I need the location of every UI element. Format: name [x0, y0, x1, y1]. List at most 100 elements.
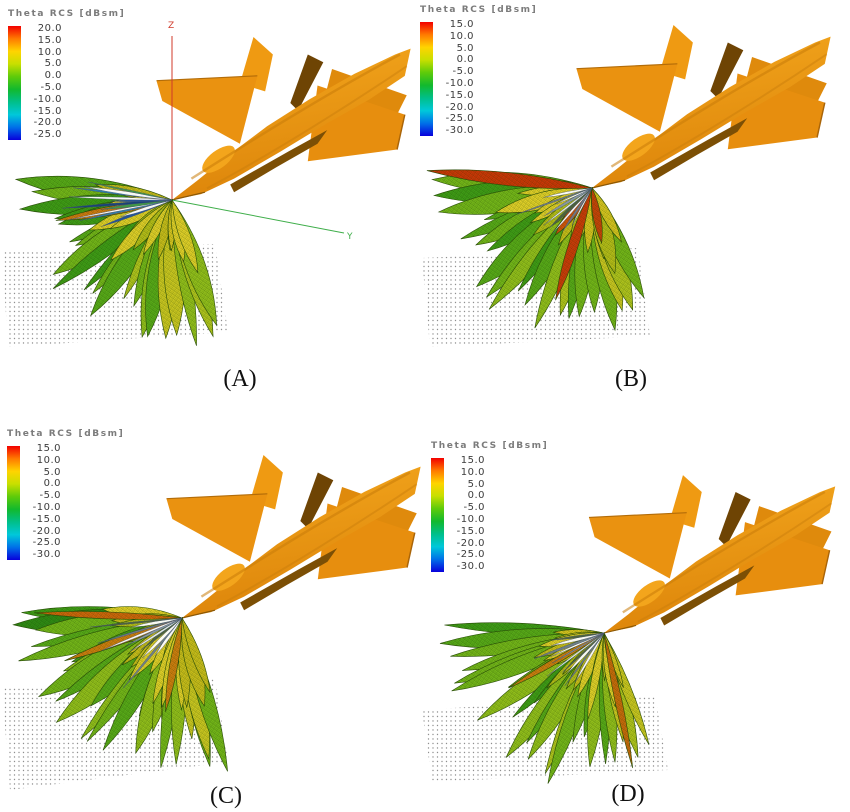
colorbar-title: Theta RCS [dBsm] [8, 9, 126, 19]
aircraft-d [587, 473, 837, 635]
colorbar-gradient [7, 446, 20, 560]
colorbar-tick: -25.0 [32, 537, 61, 549]
colorbar-tick: -10.0 [456, 513, 485, 525]
colorbar-tick: -5.0 [452, 66, 474, 78]
colorbar-tick: -25.0 [456, 549, 485, 561]
colorbar-tick: 0.0 [467, 490, 485, 502]
colorbar-tick: -20.0 [445, 101, 474, 113]
colorbar-tick: 10.0 [460, 466, 485, 478]
colorbar-tick: -10.0 [445, 77, 474, 89]
colorbar-gradient [431, 458, 444, 572]
rcs-ray [546, 632, 605, 677]
rcs-ray [516, 187, 593, 215]
rcs-lobe-mesh [555, 188, 592, 301]
colorbar-tick: -30.0 [456, 561, 485, 573]
colorbar-tick: 15.0 [37, 34, 62, 46]
rcs-ray [575, 632, 605, 683]
colorbar-tick: -20.0 [456, 537, 485, 549]
rcs-ray [562, 187, 593, 233]
panel-label-c: (C) [210, 783, 242, 809]
rcs-ray [562, 632, 605, 673]
panel-label-d: (D) [611, 781, 645, 807]
colorbar-tick: 5.0 [456, 42, 474, 54]
colorbar-tick: -25.0 [33, 129, 62, 141]
colorbar-tick: 15.0 [36, 443, 61, 454]
colorbar-tick: -15.0 [445, 89, 474, 101]
colorbar-tick: 5.0 [467, 478, 485, 490]
colorbar-tick: 0.0 [44, 70, 62, 82]
rcs-lobe-mesh [143, 200, 172, 255]
rcs-lobe-mesh [577, 633, 604, 697]
colorbar-ticks: 15.0 10.0 5.0 0.0 -5.0 -10.0 -15.0 -20.0 -25.0 -3… [25, 443, 61, 561]
rcs-ray [89, 617, 183, 628]
colorbar-tick: -15.0 [32, 513, 61, 525]
rcs-ray [551, 632, 605, 641]
colorbar-tick: -20.0 [32, 525, 61, 537]
colorbar-tick: 0.0 [456, 54, 474, 66]
colorbar-c: Theta RCS [dBsm] 15.0 10.0 5.0 0.0 -5.0 -10.0… [7, 429, 124, 561]
colorbar-tick: -30.0 [32, 549, 61, 561]
colorbar-tick: -5.0 [463, 502, 485, 514]
colorbar-tick: 5.0 [43, 466, 61, 478]
panel-label-b: (B) [615, 366, 647, 392]
colorbar-tick: 10.0 [449, 30, 474, 42]
z-axis-label: Z [168, 21, 174, 31]
colorbar-tick: -20.0 [33, 117, 62, 129]
y-axis-label: Y [346, 232, 353, 242]
colorbar-title: Theta RCS [dBsm] [431, 441, 549, 451]
rcs-ray [130, 617, 183, 652]
colorbar-tick: 15.0 [449, 19, 474, 30]
colorbar-tick: -15.0 [33, 105, 62, 117]
aircraft-b [575, 23, 832, 190]
colorbar-ticks: 15.0 10.0 5.0 0.0 -5.0 -10.0 -15.0 -20.0 -25.0 -3… [438, 19, 474, 137]
colorbar-ticks: 20.0 15.0 10.0 5.0 0.0 -5.0 -10.0 -15.0 -20.0 -25… [26, 23, 62, 141]
rcs-ray [68, 196, 173, 201]
rcs-lobes-c [12, 606, 228, 772]
rcs-ray [543, 187, 593, 198]
panel-label-a: (A) [223, 366, 257, 392]
rcs-lobe-mesh [172, 200, 198, 273]
rcs-lobe-mesh [182, 618, 211, 693]
colorbar-tick: -5.0 [40, 81, 62, 93]
rcs-ray [543, 187, 593, 226]
colorbar-tick: -10.0 [33, 93, 62, 105]
colorbar-tick: -25.0 [445, 113, 474, 125]
colorbar-tick: 15.0 [460, 455, 485, 466]
rcs-lobe-mesh [591, 188, 603, 244]
rcs-lobe-mesh [604, 633, 624, 688]
rcs-lobe-mesh [165, 618, 182, 712]
colorbar-tick: -15.0 [456, 525, 485, 537]
colorbar-a: Theta RCS [dBsm] 20.0 15.0 10.0 5.0 0.0 -5.0-… [8, 9, 125, 141]
rcs-ray [88, 181, 173, 201]
colorbar-tick: -10.0 [32, 501, 61, 513]
rcs-lobes-d [439, 622, 650, 784]
colorbar-title: Theta RCS [dBsm] [7, 429, 125, 439]
colorbar-gradient [420, 22, 433, 136]
colorbar-tick: 10.0 [37, 46, 62, 58]
rcs-lobes-b [426, 169, 645, 332]
colorbar-tick: 10.0 [36, 454, 61, 466]
colorbar-b: Theta RCS [dBsm] 15.0 10.0 5.0 0.0 -5.0 -10.0… [420, 5, 537, 137]
axes-a: Z Y [168, 21, 353, 242]
rcs-lobe-mesh [587, 633, 604, 720]
y-axis-line [171, 199, 345, 234]
colorbar-tick: 20.0 [37, 23, 62, 34]
rcs-ray [97, 617, 183, 644]
aircraft-c [165, 453, 422, 620]
rcs-lobe-mesh [604, 633, 633, 768]
colorbar-tick: 0.0 [43, 478, 61, 490]
rcs-lobe-mesh [592, 188, 622, 242]
colorbar-d: Theta RCS [dBsm] 15.0 10.0 5.0 0.0 -5.0 -10.0… [431, 441, 548, 573]
rcs-ray [551, 632, 605, 664]
colorbar-gradient [8, 26, 21, 140]
colorbar-tick: 5.0 [44, 58, 62, 70]
rcs-ray [101, 617, 183, 651]
rcs-lobes-a [14, 175, 218, 346]
aircraft-a [155, 35, 412, 202]
rcs-lobe-mesh [34, 611, 182, 620]
colorbar-ticks: 15.0 10.0 5.0 0.0 -5.0 -10.0 -15.0 -20.0 -25.0 -3… [449, 455, 485, 573]
colorbar-tick: -30.0 [445, 125, 474, 137]
colorbar-title: Theta RCS [dBsm] [420, 5, 538, 15]
